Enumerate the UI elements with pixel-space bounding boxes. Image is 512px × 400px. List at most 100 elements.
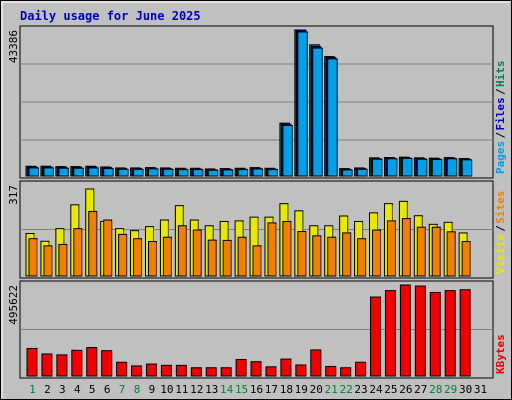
bar-kbytes-day-22 bbox=[340, 367, 352, 377]
bar-pages-day-29 bbox=[446, 158, 458, 177]
bar-pages-day-22-fill bbox=[342, 169, 353, 177]
x-tick-label-14: 14 bbox=[220, 383, 234, 396]
bar-sites-day-11 bbox=[177, 225, 187, 277]
x-tick-label-31: 31 bbox=[474, 383, 487, 396]
legend-visits: Visits bbox=[494, 234, 507, 274]
bar-kbytes-day-18-fill bbox=[280, 358, 292, 377]
bar-sites-day-23 bbox=[357, 238, 367, 277]
bar-kbytes-day-10 bbox=[160, 364, 172, 377]
bar-kbytes-day-16 bbox=[250, 361, 262, 377]
bar-kbytes-day-23 bbox=[355, 361, 367, 377]
bar-sites-day-2-fill bbox=[43, 245, 53, 277]
x-tick-label-13: 13 bbox=[205, 383, 218, 396]
legend-separator: / bbox=[494, 88, 507, 95]
x-tick-label-19: 19 bbox=[295, 383, 308, 396]
bar-pages-day-13-fill bbox=[207, 169, 219, 177]
bar-sites-day-29 bbox=[446, 231, 456, 277]
bar-kbytes-day-3-fill bbox=[56, 354, 68, 377]
bar-kbytes-day-19 bbox=[295, 364, 307, 377]
bar-pages-day-28 bbox=[431, 159, 443, 177]
bar-pages-day-25-fill bbox=[386, 158, 398, 177]
bar-sites-day-29-fill bbox=[446, 231, 456, 277]
bar-pages-day-1-fill bbox=[28, 167, 39, 177]
bar-kbytes-day-11 bbox=[175, 364, 187, 377]
bar-kbytes-day-20-fill bbox=[310, 349, 322, 377]
x-tick-label-1: 1 bbox=[29, 383, 36, 396]
bar-sites-day-24 bbox=[372, 229, 382, 277]
panel-pages-files-hits-bars bbox=[25, 29, 473, 177]
bar-kbytes-day-11-fill bbox=[175, 364, 187, 377]
x-tick-label-30: 30 bbox=[459, 383, 472, 396]
legend-separator: / bbox=[494, 132, 507, 139]
bar-sites-day-14 bbox=[222, 239, 232, 277]
x-tick-label-17: 17 bbox=[265, 383, 278, 396]
legend-pages: Pages bbox=[494, 141, 507, 174]
bar-sites-day-27 bbox=[416, 226, 426, 277]
bar-pages-day-7-fill bbox=[118, 168, 129, 177]
bar-sites-day-15-fill bbox=[237, 236, 247, 277]
bar-sites-day-18-fill bbox=[282, 220, 292, 277]
bar-pages-day-15-fill bbox=[237, 169, 249, 177]
bar-sites-day-6-fill bbox=[103, 219, 113, 277]
bar-pages-day-19 bbox=[297, 31, 308, 177]
x-tick-label-16: 16 bbox=[250, 383, 263, 396]
bar-sites-day-1 bbox=[28, 238, 38, 277]
bar-pages-day-14 bbox=[222, 169, 234, 177]
bar-sites-day-6 bbox=[103, 219, 113, 277]
bar-pages-day-29-fill bbox=[446, 158, 458, 177]
bar-pages-day-16-fill bbox=[252, 168, 264, 177]
bar-kbytes-day-25 bbox=[384, 290, 396, 377]
bar-kbytes-day-27 bbox=[414, 285, 426, 377]
x-tick-label-2: 2 bbox=[44, 383, 51, 396]
bar-pages-day-12-fill bbox=[192, 169, 204, 177]
bar-kbytes-day-8 bbox=[131, 365, 143, 377]
bar-pages-day-21 bbox=[327, 58, 338, 177]
x-tick-label-5: 5 bbox=[89, 383, 96, 396]
bar-kbytes-day-14-fill bbox=[220, 367, 232, 377]
bar-sites-day-21 bbox=[327, 236, 337, 277]
bar-kbytes-day-20 bbox=[310, 349, 322, 377]
chart-panels: 43386Pages/Files/Hits317Visits/Sites4956… bbox=[7, 25, 507, 379]
bar-kbytes-day-1-fill bbox=[26, 347, 38, 377]
panel-kbytes-max-label: 495622 bbox=[7, 285, 20, 325]
bar-kbytes-day-28-fill bbox=[429, 291, 441, 377]
bar-kbytes-day-28 bbox=[429, 291, 441, 377]
bar-kbytes-day-3 bbox=[56, 354, 68, 377]
bar-kbytes-day-27-fill bbox=[414, 285, 426, 377]
bar-sites-day-7 bbox=[118, 233, 128, 277]
x-tick-label-11: 11 bbox=[175, 383, 188, 396]
legend-files: Files bbox=[494, 97, 507, 130]
bar-sites-day-4-fill bbox=[73, 228, 83, 277]
x-axis: 1 2 3 4 5 6 7 8 9 10 11 12 13 14 15 16 17 18 19 20 21 22 23 24 2… bbox=[29, 383, 487, 396]
bar-sites-day-22 bbox=[342, 232, 352, 277]
chart-title: Daily usage for June 2025 bbox=[20, 9, 201, 23]
x-tick-label-27: 27 bbox=[414, 383, 427, 396]
panel-visits-sites-max-label: 317 bbox=[7, 185, 20, 205]
legend-hits: Hits bbox=[494, 61, 507, 88]
bar-pages-day-4-fill bbox=[73, 167, 84, 177]
bar-sites-day-1-fill bbox=[28, 238, 38, 277]
bar-pages-day-2 bbox=[43, 167, 54, 177]
panel-pages-files-hits-legend: Pages/Files/Hits bbox=[494, 61, 507, 175]
bar-sites-day-5-fill bbox=[88, 210, 98, 277]
bar-kbytes-day-8-fill bbox=[131, 365, 143, 377]
bar-pages-day-22 bbox=[342, 169, 353, 177]
bar-sites-day-9 bbox=[147, 241, 157, 277]
x-tick-label-26: 26 bbox=[399, 383, 412, 396]
bar-kbytes-day-4-fill bbox=[71, 349, 83, 377]
bar-kbytes-day-15 bbox=[235, 358, 247, 377]
x-tick-label-12: 12 bbox=[190, 383, 203, 396]
bar-pages-day-24 bbox=[372, 158, 383, 177]
bar-sites-day-17 bbox=[267, 222, 277, 277]
bar-pages-day-1 bbox=[28, 167, 39, 177]
bar-kbytes-day-26-fill bbox=[399, 284, 411, 377]
bar-kbytes-day-30 bbox=[459, 289, 471, 377]
x-tick-label-3: 3 bbox=[59, 383, 66, 396]
legend-kbytes: KBytes bbox=[494, 334, 507, 374]
bar-sites-day-3-fill bbox=[58, 243, 68, 277]
bar-pages-day-18-fill bbox=[282, 125, 293, 177]
bar-kbytes-day-13 bbox=[205, 367, 217, 377]
bar-pages-day-7 bbox=[118, 168, 129, 177]
